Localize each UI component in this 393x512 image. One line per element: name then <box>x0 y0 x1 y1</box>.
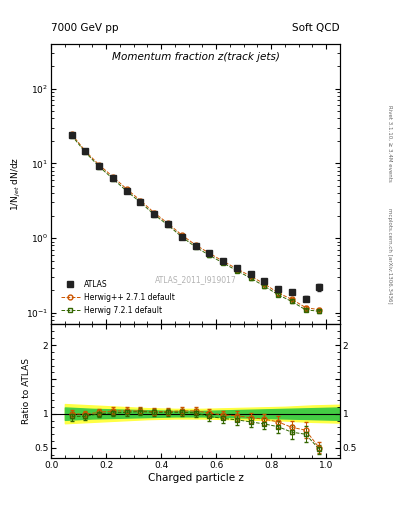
Text: mcplots.cern.ch [arXiv:1306.3436]: mcplots.cern.ch [arXiv:1306.3436] <box>387 208 392 304</box>
Text: 7000 GeV pp: 7000 GeV pp <box>51 23 119 33</box>
Text: ATLAS_2011_I919017: ATLAS_2011_I919017 <box>154 275 237 284</box>
Text: Soft QCD: Soft QCD <box>292 23 340 33</box>
Y-axis label: 1/N$_{jet}$ dN/dz: 1/N$_{jet}$ dN/dz <box>10 157 23 211</box>
Y-axis label: Ratio to ATLAS: Ratio to ATLAS <box>22 358 31 424</box>
Text: Momentum fraction z(track jets): Momentum fraction z(track jets) <box>112 52 279 62</box>
X-axis label: Charged particle z: Charged particle z <box>148 473 243 483</box>
Text: Rivet 3.1.10, ≥ 3.4M events: Rivet 3.1.10, ≥ 3.4M events <box>387 105 392 182</box>
Legend: ATLAS, Herwig++ 2.7.1 default, Herwig 7.2.1 default: ATLAS, Herwig++ 2.7.1 default, Herwig 7.… <box>58 277 178 318</box>
